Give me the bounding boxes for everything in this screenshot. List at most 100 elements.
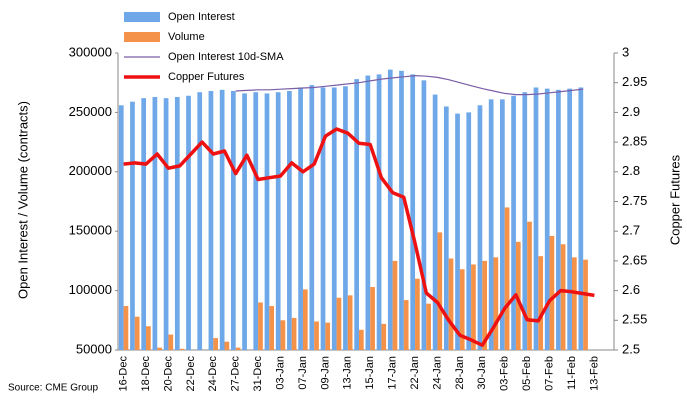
x-tick-label: 09-Jan (319, 356, 331, 390)
source: Source: CME Group (8, 383, 98, 394)
bar (432, 94, 438, 350)
bar (197, 92, 203, 350)
bar (258, 302, 263, 350)
x-tick-label: 07-Jan (297, 356, 309, 390)
y2-tick-label: 2.7 (622, 223, 640, 238)
line (235, 75, 584, 96)
bar (488, 99, 494, 350)
bar (146, 326, 151, 350)
x-tick-label: 13-Jan (342, 356, 354, 390)
bar (410, 74, 416, 350)
bar (235, 347, 241, 350)
bar (421, 80, 427, 350)
bar (309, 85, 315, 351)
bar (533, 87, 539, 351)
x-tick-label: 15-Jan (364, 356, 376, 390)
bar (280, 320, 286, 350)
x-tick-label: 07-Feb (543, 356, 555, 391)
x-tick-label: 22-Dec (185, 356, 197, 392)
bar (336, 297, 342, 350)
bar (174, 96, 180, 351)
bar (426, 303, 431, 350)
line (123, 127, 595, 347)
x-tick-label: 11-Feb (566, 356, 578, 390)
x-tick-label: 18-Dec (140, 356, 152, 392)
bar (168, 334, 174, 350)
bar (347, 295, 353, 350)
bar (549, 235, 555, 350)
x-tick-label: 28-Jan (454, 356, 466, 390)
bar (275, 92, 281, 350)
bar (134, 316, 140, 350)
bar (455, 113, 460, 350)
bar (179, 348, 185, 350)
bar (527, 221, 532, 350)
x-tick-label: 03-Feb (499, 356, 511, 391)
bar (567, 88, 572, 350)
legend-label: Open Interest (168, 11, 235, 23)
y-tick-label: 250000 (69, 104, 112, 119)
bar (320, 87, 326, 351)
y2-tick-label: 2.85 (622, 134, 647, 149)
x-tick-label: 05-Feb (521, 356, 533, 391)
y-tick-label: 150000 (69, 223, 112, 238)
x-tick-label: 16-Dec (118, 356, 130, 392)
x-tick-label: 17-Jan (387, 356, 399, 390)
bar (376, 74, 382, 350)
bar (343, 86, 348, 350)
bar (325, 322, 331, 350)
bar (213, 338, 218, 350)
bar (230, 91, 236, 351)
legend-swatch (124, 12, 160, 22)
bar (365, 75, 371, 351)
legend-label: Copper Futures (168, 71, 245, 83)
bar (269, 306, 275, 350)
bar (578, 87, 584, 351)
y2-tick-label: 2.55 (622, 312, 647, 327)
legend-swatch (124, 32, 160, 42)
bar (381, 323, 387, 350)
bar (287, 91, 292, 351)
bar (511, 95, 516, 350)
x-tick-label: 03-Jan (274, 356, 286, 390)
y2-tick-label: 2.75 (622, 193, 647, 208)
bar (437, 232, 443, 350)
bar (359, 329, 364, 350)
bar (387, 69, 393, 350)
bar (556, 89, 561, 350)
bar (118, 105, 124, 350)
bar (443, 106, 449, 351)
y2-tick-label: 2.6 (622, 282, 640, 297)
bar (242, 93, 247, 350)
x-tick-label: 31-Dec (252, 356, 264, 392)
bar (291, 317, 297, 350)
bar (459, 269, 465, 350)
bar (298, 87, 303, 351)
bar (415, 278, 420, 350)
x-tick-label: 30-Jan (476, 356, 488, 390)
y-tick-label: 100000 (69, 282, 112, 297)
y2-axis-title: Copper Futures (667, 154, 682, 245)
bar (448, 258, 454, 350)
x-tick-label: 27-Dec (230, 356, 242, 392)
bar (141, 98, 147, 350)
bar (314, 321, 319, 350)
bar (482, 260, 488, 350)
y2-tick-label: 2.95 (622, 74, 647, 89)
bar (544, 88, 550, 350)
bar (224, 341, 230, 350)
bar (493, 257, 499, 350)
bar (253, 92, 259, 350)
bar (583, 259, 588, 350)
x-tick-label: 24-Dec (207, 356, 219, 392)
bar (477, 105, 483, 350)
bar (186, 95, 191, 350)
bar (130, 101, 135, 350)
legend-label: Volume (168, 31, 205, 43)
y-tick-label: 50000 (76, 341, 112, 356)
bar (560, 244, 566, 350)
y2-tick-label: 3 (622, 44, 629, 59)
bar (392, 260, 398, 350)
bar (500, 99, 505, 350)
